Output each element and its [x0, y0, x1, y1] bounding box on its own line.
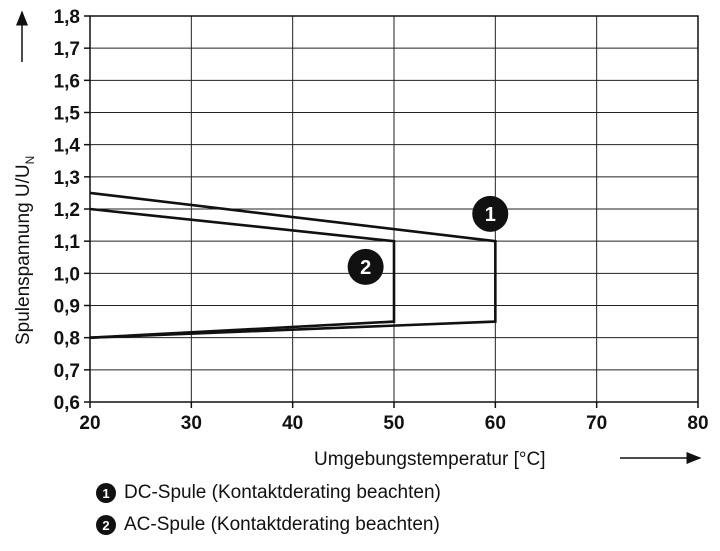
tick-labels: 0,6 0,7 0,8 0,9 1,0 1,1 1,2 1,3 1,4 1,5 1,6 1,7 1,8 2…	[54, 7, 709, 434]
series-line-2	[89, 207, 396, 339]
annotation-markers: 12	[347, 195, 509, 285]
x-axis-title: Umgebungstemperatur [°C]	[314, 449, 545, 470]
y-axis-title: Spulenspannung U/UN	[13, 156, 37, 345]
y-tick-label: 1,1	[54, 232, 81, 253]
x-tick-label: 60	[485, 413, 506, 434]
marker-label-1: 1	[485, 204, 496, 226]
y-tick-label: 0,6	[54, 393, 80, 414]
marker-circle-1	[472, 195, 509, 232]
y-tick-label: 0,9	[54, 297, 80, 318]
x-tick-label: 30	[181, 413, 202, 434]
y-tick-label: 0,8	[54, 329, 80, 350]
x-tick-label: 50	[383, 413, 404, 434]
y-tick-label: 0,7	[54, 361, 80, 382]
y-tick-label: 1,5	[54, 104, 81, 125]
marker-label-2: 2	[360, 257, 371, 279]
y-tick-label: 1,6	[54, 71, 80, 92]
y-tick-label: 1,3	[54, 168, 80, 189]
series-lines	[89, 191, 497, 339]
legend-item-dc: 1 DC-Spule (Kontaktderating beachten)	[96, 482, 441, 504]
legend-marker-1: 1	[96, 483, 116, 503]
grid	[84, 15, 699, 408]
legend-item-ac: 2 AC-Spule (Kontaktderating beachten)	[96, 514, 440, 536]
legend-text-ac: AC-Spule (Kontaktderating beachten)	[124, 514, 440, 535]
legend-text-dc: DC-Spule (Kontaktderating beachten)	[124, 482, 441, 503]
x-tick-label: 70	[586, 413, 607, 434]
y-tick-label: 1,2	[54, 200, 80, 221]
marker-circle-2	[347, 248, 384, 285]
axis-titles: Spulenspannung U/UN Umgebungstemperatur …	[13, 10, 702, 470]
x-tick-label: 80	[687, 413, 708, 434]
legend-marker-2: 2	[96, 515, 116, 535]
y-tick-label: 1,7	[54, 39, 80, 60]
x-tick-label: 20	[79, 413, 100, 434]
y-tick-label: 1,8	[54, 7, 80, 28]
y-tick-label: 1,0	[54, 264, 80, 285]
series-line-1	[89, 191, 497, 339]
x-tick-label: 40	[282, 413, 303, 434]
y-tick-label: 1,4	[54, 136, 81, 157]
